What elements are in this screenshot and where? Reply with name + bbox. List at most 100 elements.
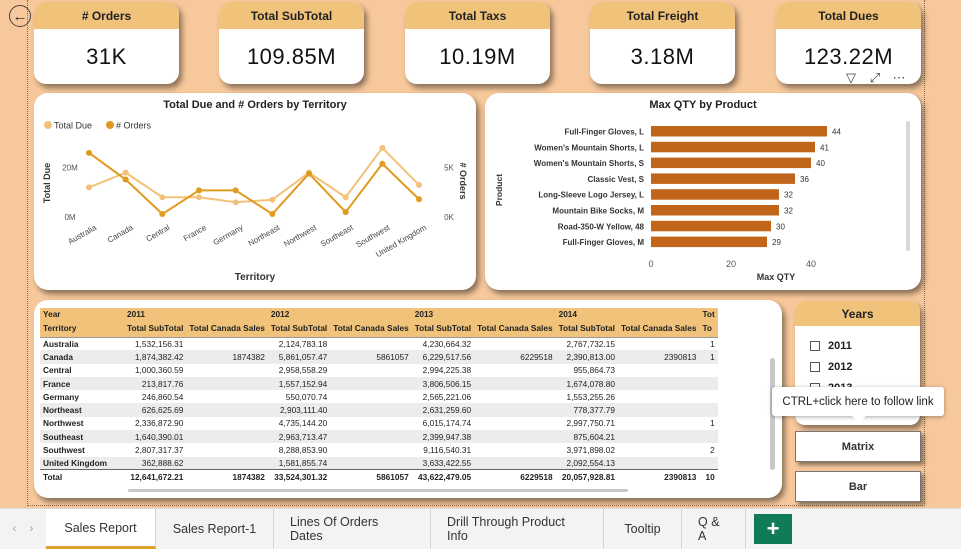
value-cell xyxy=(186,456,268,470)
bar xyxy=(651,173,795,184)
column-header[interactable]: To xyxy=(699,320,718,338)
matrix-row[interactable]: Southeast 1,640,390.01 2,963,713.47 2,399,9… xyxy=(40,430,718,444)
matrix-row[interactable]: Germany 246,860.54 550,070.74 2,565,221.06 1… xyxy=(40,390,718,403)
matrix-total-row[interactable]: Total 12,641,672.21 1874382 33,524,301.32 58… xyxy=(40,469,718,484)
matrix-row[interactable]: United Kingdom 362,888.62 1,581,855.74 3,63… xyxy=(40,456,718,470)
data-point xyxy=(342,209,349,216)
y-axis-title: Total Due xyxy=(42,163,52,203)
bar xyxy=(651,141,815,153)
data-label: 36 xyxy=(800,175,809,184)
matrix-row[interactable]: Australia 1,532,156.31 2,124,783.18 4,230,6… xyxy=(40,337,718,350)
slicer-item-2012[interactable]: 2012 xyxy=(795,357,920,376)
year-header[interactable]: 2012 xyxy=(267,308,412,320)
matrix-row[interactable]: France 213,817.76 1,557,152.94 3,806,506.15… xyxy=(40,376,718,391)
value-cell: 5861057 xyxy=(330,469,412,484)
value-cell: 1874382 xyxy=(186,469,268,484)
x-tick-label: Germany xyxy=(212,223,245,247)
tab-lines-of-orders-dates[interactable]: Lines Of Orders Dates xyxy=(274,509,431,549)
value-cell: 2,963,713.47 xyxy=(267,430,331,444)
value-cell: 778,377.79 xyxy=(555,403,618,417)
column-header[interactable]: Total Canada Sales xyxy=(330,320,412,338)
value-cell: 6229518 xyxy=(474,469,556,484)
value-cell xyxy=(474,430,556,444)
data-point xyxy=(196,187,202,194)
year-header[interactable]: 2014 xyxy=(555,308,700,320)
matrix-horizontal-scrollbar[interactable] xyxy=(128,489,628,492)
value-cell: 2,767,732.15 xyxy=(566,338,615,349)
line-chart: Total Due # Orders Total Due # Orders Territ… xyxy=(42,121,468,284)
matrix-row[interactable]: Southwest 2,807,317.37 8,288,853.90 9,116,5… xyxy=(40,443,718,456)
value-cell xyxy=(186,403,268,417)
value-cell: 4,230,664.32 xyxy=(422,338,472,349)
focus-mode-icon[interactable]: ⤢ xyxy=(869,70,881,85)
matrix-row[interactable]: Northeast 626,625.69 2,903,111.40 2,631,259… xyxy=(40,403,718,417)
value-cell xyxy=(618,417,699,430)
slicer-item-label: 2012 xyxy=(828,360,853,373)
tab-next-icon[interactable]: › xyxy=(29,523,34,535)
bar-chart: Product Max QTY Full-Finger Gloves, L 44 Wom… xyxy=(494,121,910,282)
value-cell: 10 xyxy=(699,469,718,484)
category-label: Classic Vest, S xyxy=(588,175,645,184)
value-cell: 1,000,360.59 xyxy=(134,365,184,376)
data-point xyxy=(269,196,276,203)
matrix-row[interactable]: Canada 1,874,382.42 1874382 5,861,057.47 586… xyxy=(40,350,718,364)
data-point xyxy=(159,211,166,218)
filter-icon[interactable]: ▽ xyxy=(846,70,856,85)
column-header[interactable]: Total Canada Sales xyxy=(617,320,700,338)
slicer-title: Years xyxy=(795,301,920,326)
tab-tooltip[interactable]: Tooltip xyxy=(604,509,682,549)
value-cell: 8,288,853.90 xyxy=(278,445,328,456)
x-tick-label: Australia xyxy=(67,223,99,247)
column-header[interactable]: Total Canada Sales xyxy=(474,320,556,338)
tab-sales-report[interactable]: Sales Report xyxy=(46,509,156,549)
value-cell xyxy=(699,376,718,391)
checkbox[interactable] xyxy=(810,361,820,372)
value-cell: 6,229,517.56 xyxy=(411,350,475,364)
slicer-item-label: 2011 xyxy=(828,339,852,352)
category-label: Full-Finger Gloves, M xyxy=(563,238,645,247)
territory-cell: Northwest xyxy=(43,418,84,429)
value-cell: 2,092,554.13 xyxy=(555,456,618,470)
year-header[interactable]: 2013 xyxy=(411,308,556,320)
more-options-icon[interactable]: ⋯ xyxy=(892,70,906,85)
tab-q-and-a[interactable]: Q & A xyxy=(682,509,746,549)
category-label: Women's Mountain Shorts, L xyxy=(534,143,644,152)
checkbox[interactable] xyxy=(810,340,820,351)
value-cell xyxy=(330,443,411,456)
value-cell: 12,641,672.21 xyxy=(124,469,187,484)
matrix-row[interactable]: Central 1,000,360.59 2,958,558.29 2,994,225… xyxy=(40,364,718,377)
bar-nav-button[interactable]: Bar xyxy=(795,471,921,502)
column-header[interactable]: Total SubTotal xyxy=(124,320,187,338)
matrix-nav-button[interactable]: Matrix xyxy=(795,431,921,462)
line-chart-card[interactable]: Total Due and # Orders by Territory Tota… xyxy=(34,93,476,290)
value-cell: 550,070.74 xyxy=(285,391,328,402)
tab-prev-icon[interactable]: ‹ xyxy=(12,523,17,535)
year-header[interactable]: Tot xyxy=(699,308,718,320)
data-label: 41 xyxy=(820,143,829,152)
value-cell: 2,807,317.37 xyxy=(134,445,184,456)
matrix-column-header: Territory Total SubTotal Total Canada Sa… xyxy=(40,320,718,338)
column-header[interactable]: Total SubTotal xyxy=(267,320,331,338)
column-header[interactable]: Total SubTotal xyxy=(411,320,475,338)
legend-marker xyxy=(44,121,52,129)
kpi-title: Total SubTotal xyxy=(219,2,364,29)
matrix-row[interactable]: Northwest 2,336,872.90 4,735,144.20 6,015,1… xyxy=(40,417,718,430)
year-header[interactable]: 2011 xyxy=(124,308,268,320)
value-cell: 2390813 xyxy=(617,469,700,484)
y2-tick-label: 0K xyxy=(444,213,454,222)
value-cell xyxy=(699,403,718,417)
value-cell xyxy=(617,456,700,470)
x-axis-title: Territory xyxy=(235,272,276,283)
back-button[interactable]: ← xyxy=(9,5,31,27)
value-cell: 4,735,144.20 xyxy=(278,418,328,429)
slicer-item-2011[interactable]: 2011 xyxy=(795,336,920,355)
data-label: 32 xyxy=(784,191,793,200)
value-cell: 2,399,947.38 xyxy=(411,430,475,444)
tab-drill-through-product-info[interactable]: Drill Through Product Info xyxy=(431,509,604,549)
legend-label: Total Due xyxy=(54,121,92,131)
bar-chart-card[interactable]: Max QTY by Product Product Max QTY Full-Fi… xyxy=(485,93,921,290)
tab-sales-report-1[interactable]: Sales Report-1 xyxy=(156,509,274,549)
column-header[interactable]: Total Canada Sales xyxy=(186,320,268,338)
column-header[interactable]: Total SubTotal xyxy=(555,320,618,338)
add-page-button[interactable]: + xyxy=(754,514,792,544)
